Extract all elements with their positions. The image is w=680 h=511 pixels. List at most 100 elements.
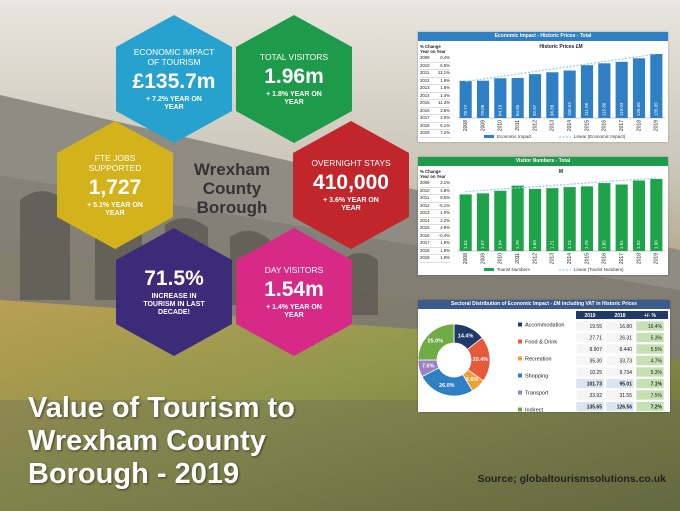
change-cell: 2.2% <box>440 217 450 223</box>
change-cell: 0.4% <box>440 55 450 60</box>
data-label: 100.63 <box>567 102 572 116</box>
bar <box>563 187 576 251</box>
hexagon: TOTAL VISITORS 1.96m + 1.8% YEAR ON YEAR <box>236 15 352 143</box>
table-cell: 8.440 <box>619 347 632 353</box>
change-cell: 2013 <box>420 85 430 90</box>
bar <box>511 77 524 118</box>
table-cell-bg <box>605 332 635 343</box>
bar <box>546 72 559 118</box>
hex-change: + 1.4% YEAR ON YEAR <box>266 303 322 319</box>
change-cell: 3.0% <box>440 115 450 120</box>
change-cell: 2014 <box>420 92 430 98</box>
change-row: 2014 2.2% <box>420 217 450 225</box>
data-label: 14.4% <box>458 334 474 340</box>
change-row: 2014 1.4% <box>420 92 450 100</box>
table-cell: 16.4% <box>648 324 663 330</box>
table-cell: 35.30 <box>589 358 602 364</box>
x-tick-label: 2010 <box>498 253 504 264</box>
x-tick-label: 2012 <box>532 120 538 131</box>
x-tick-label: 2011 <box>515 253 521 264</box>
change-cell: 4.8% <box>440 187 450 193</box>
hex-change: + 5.1% YEAR ON YEAR <box>87 201 143 217</box>
data-label: 84.19 <box>498 104 503 116</box>
table-cell-bg <box>575 320 605 332</box>
change-cell: 2019 <box>420 255 430 260</box>
bar <box>615 184 628 251</box>
change-cell: 1.8% <box>440 247 450 253</box>
x-tick-label: 2017 <box>619 120 625 131</box>
change-row: 2016 3.5% <box>420 108 450 115</box>
data-label: 7.6% <box>422 364 435 370</box>
change-cell: 2018 <box>420 122 430 128</box>
table-cell-bg <box>605 366 635 378</box>
change-cell: 2016 <box>420 232 430 238</box>
change-cell: 1.8% <box>440 85 450 90</box>
table-cell: 8.907 <box>589 347 602 353</box>
data-label: 84.85 <box>515 104 520 116</box>
change-cell: 2018 <box>420 247 430 253</box>
x-tick-label: 2010 <box>498 120 504 131</box>
legend-swatch <box>518 390 522 395</box>
x-tick-label: 2017 <box>619 253 625 264</box>
change-cell: 2015 <box>420 100 430 105</box>
change-row: 2013 1.8% <box>420 85 450 93</box>
x-tick-label: 2019 <box>654 120 660 131</box>
bar <box>632 180 646 251</box>
data-label: 79.08 <box>480 104 485 116</box>
x-tick-label: 2014 <box>567 253 573 264</box>
table-cell-bg <box>635 378 665 389</box>
bar <box>511 185 524 251</box>
data-label: 119.03 <box>619 102 624 116</box>
change-cell: 1.8% <box>440 255 450 260</box>
table-header: 2018 <box>614 313 625 319</box>
data-label: 6.6% <box>466 377 479 383</box>
x-tick-label: 2019 <box>654 253 660 264</box>
change-row: 2018 1.8% <box>420 247 450 255</box>
x-tick-label: 2015 <box>584 120 590 131</box>
change-row: 2016 -0.4% <box>420 232 450 240</box>
legend-label: Transport <box>525 390 549 396</box>
hex-change: + 3.6% YEAR ON YEAR <box>323 196 379 212</box>
table-cell-bg <box>605 343 635 355</box>
bar-chart: M 1.54 2008 1.57 2009 1.64 2010 1.78 2011 1.69 201… <box>457 169 665 272</box>
bar <box>632 58 646 118</box>
change-cell: 12.1% <box>437 70 450 75</box>
change-row: 2011 12.1% <box>420 70 450 78</box>
change-row: 2015 4.9% <box>420 225 450 233</box>
change-row: 2009 2.1% <box>420 180 450 188</box>
change-row: 2019 1.8% <box>420 255 450 263</box>
x-tick-label: 2008 <box>463 253 469 264</box>
change-cell: 1.9% <box>440 77 450 83</box>
data-label: 1.76 <box>584 240 589 249</box>
table-cell: 126.56 <box>617 404 633 410</box>
legend-label: Tourist Numbers <box>497 267 531 272</box>
legend-label: Linear (Tourist Numbers) <box>574 267 624 272</box>
chart-panel: Economic Impact - Historic Prices - Tota… <box>418 32 668 142</box>
hexagon: OVERNIGHT STAYS 410,000 + 3.6% YEAR ON YEA… <box>293 121 409 249</box>
change-row: 2019 7.2% <box>420 130 450 138</box>
change-cell: 2011 <box>420 70 430 75</box>
x-tick-label: 2015 <box>584 253 590 264</box>
panel-header: Economic Impact - Historic Prices - Tota… <box>418 32 668 41</box>
hexagon: DAY VISITORS 1.54m + 1.4% YEAR ON YEAR <box>236 228 352 356</box>
bar <box>528 188 542 251</box>
hex-value: 1,727 <box>88 175 142 199</box>
change-row: 2013 1.0% <box>420 210 450 218</box>
hex-value: 410,000 <box>313 170 389 194</box>
chart-panel: Visitor Numbers - Total % Change Year on … <box>418 157 668 275</box>
change-row: 2017 1.8% <box>420 240 450 248</box>
table-cell-bg <box>635 389 665 401</box>
legend-label: Economic Impact <box>497 134 532 139</box>
data-label: 126.56 <box>636 102 641 116</box>
bar <box>563 70 576 118</box>
legend-swatch <box>518 339 522 344</box>
hex-label: DAY VISITORS <box>264 264 324 275</box>
legend-swatch <box>484 268 494 271</box>
x-tick-label: 2011 <box>515 120 521 131</box>
data-label: 1.78 <box>515 240 520 249</box>
bar <box>650 54 663 118</box>
bar <box>494 78 507 118</box>
data-label: 1.85 <box>602 240 607 249</box>
hex-value: 71.5% <box>144 267 204 290</box>
